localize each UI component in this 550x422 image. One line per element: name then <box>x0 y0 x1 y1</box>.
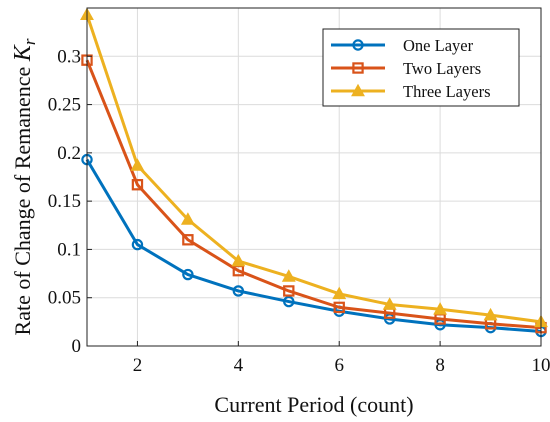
x-tick-label: 4 <box>234 355 244 376</box>
data-point <box>180 212 195 225</box>
series-line <box>85 59 542 330</box>
series-three-layers <box>80 7 548 328</box>
data-point <box>283 285 295 297</box>
y-axis-label-subscript: r <box>20 38 39 45</box>
data-point <box>332 286 347 300</box>
y-axis-label-text: Rate of Change of Remanence <box>10 61 35 335</box>
legend: One Layer Two Layers Three Layers <box>322 28 520 107</box>
x-axis: 2 4 6 8 10 <box>133 341 550 376</box>
y-tick-label: 0 <box>72 336 82 357</box>
legend-marker <box>351 83 365 97</box>
data-point <box>231 253 246 267</box>
series-layer <box>80 7 548 338</box>
y-tick-label: 0.05 <box>48 288 81 309</box>
legend-item: One Layer <box>331 36 474 55</box>
y-tick-label: 0.25 <box>48 95 81 116</box>
legend-item: Three Layers <box>331 82 491 101</box>
data-point <box>182 268 194 281</box>
data-point <box>182 234 194 246</box>
data-point <box>283 295 295 308</box>
x-axis-label: Current Period (count) <box>214 392 413 417</box>
svg-text:Rate of Change of Remanence Kr: Rate of Change of Remanence Kr <box>10 38 39 335</box>
y-tick-label: 0.3 <box>57 46 81 67</box>
y-tick-label: 0.15 <box>48 191 81 212</box>
data-point <box>232 285 245 297</box>
y-tick-label: 0.2 <box>57 143 81 164</box>
x-tick-label: 8 <box>435 355 445 376</box>
plot-frame <box>86 7 542 347</box>
data-point <box>281 269 296 282</box>
series-line <box>85 14 542 324</box>
legend-label: Three Layers <box>403 82 491 101</box>
data-point <box>131 238 144 251</box>
series-line <box>85 158 542 334</box>
x-tick-label: 6 <box>334 355 344 376</box>
y-axis: 0 0.05 0.1 0.15 0.2 0.25 0.3 <box>48 46 92 357</box>
legend-label: One Layer <box>403 36 474 55</box>
data-point <box>382 297 397 310</box>
x-tick-label: 10 <box>532 355 550 376</box>
y-tick-label: 0.1 <box>57 239 81 260</box>
legend-label: Two Layers <box>403 59 481 78</box>
legend-marker <box>352 39 364 51</box>
data-point <box>333 301 345 314</box>
data-point <box>433 302 448 315</box>
x-tick-label: 2 <box>133 355 143 376</box>
data-point <box>131 179 144 191</box>
y-axis-label-symbol: K <box>10 43 36 62</box>
legend-item: Two Layers <box>331 59 481 78</box>
data-point <box>130 158 145 171</box>
data-point <box>483 307 498 321</box>
y-axis-label: Rate of Change of Remanence Kr <box>10 38 39 335</box>
legend-marker <box>352 62 364 74</box>
